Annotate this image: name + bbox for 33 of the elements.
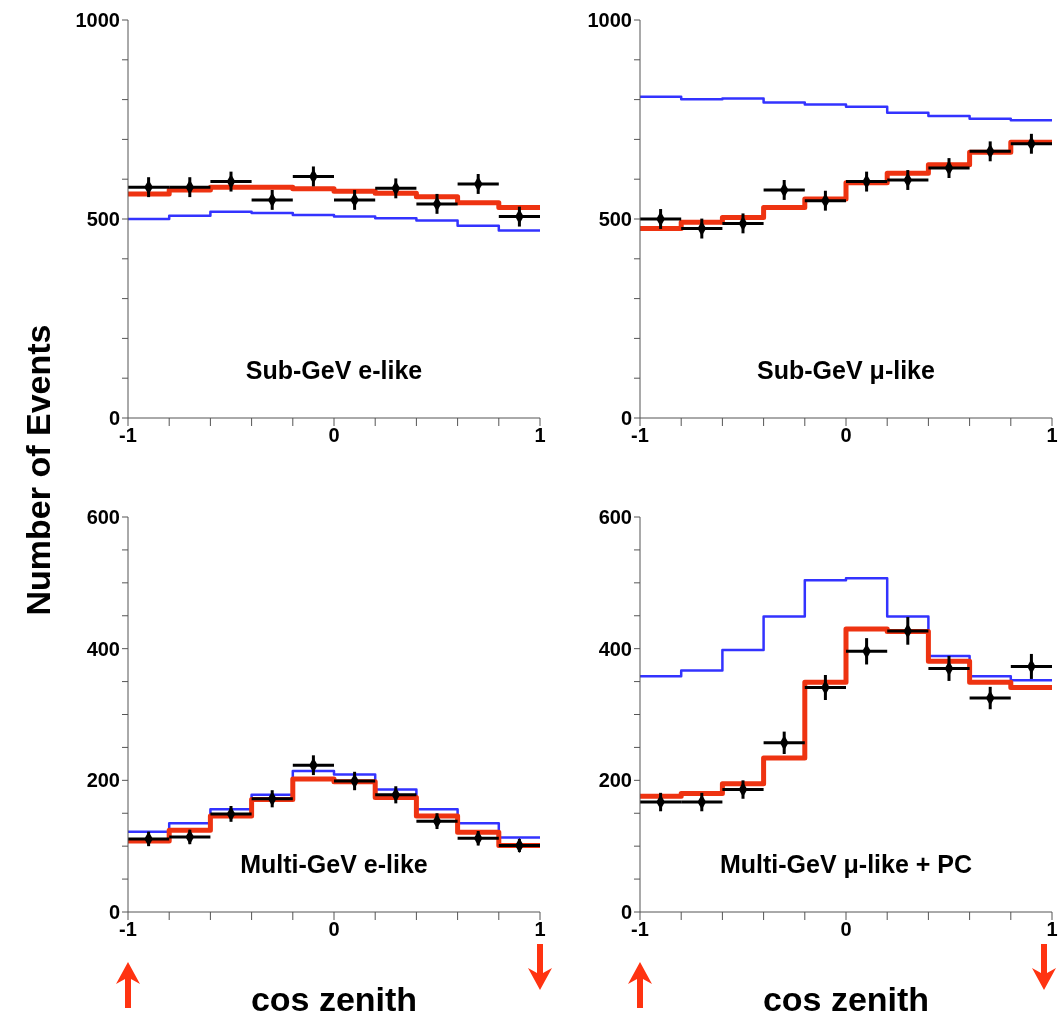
annotation: Multi-GeV e-like — [239, 850, 429, 879]
x-tick-label: -1 — [631, 918, 649, 941]
x-tick-label: 1 — [534, 918, 546, 941]
y-tick-label: 1000 — [75, 9, 120, 32]
y-axis-title: Number of Events — [18, 324, 58, 616]
x-tick-label: 1 — [534, 424, 546, 447]
x-tick-label: 0 — [840, 918, 852, 941]
y-tick-label: 0 — [108, 901, 120, 924]
x-axis-title: cos zenith — [761, 980, 931, 1019]
annotation: Sub-GeV μ-like — [756, 356, 936, 385]
y-tick-label: 0 — [620, 901, 632, 924]
x-tick-label: -1 — [119, 424, 137, 447]
x-tick-label: 1 — [1046, 918, 1058, 941]
x-tick-label: 0 — [328, 424, 340, 447]
x-tick-label: 0 — [328, 918, 340, 941]
y-tick-label: 0 — [620, 407, 632, 430]
y-tick-label: 200 — [86, 769, 120, 792]
x-axis-title: cos zenith — [249, 980, 419, 1019]
annotation: Multi-GeV μ-like + PC — [718, 850, 974, 879]
y-tick-label: 1000 — [587, 9, 632, 32]
x-tick-label: 1 — [1046, 424, 1058, 447]
y-tick-label: 400 — [86, 637, 120, 660]
y-tick-label: 200 — [598, 769, 632, 792]
x-tick-label: -1 — [119, 918, 137, 941]
annotation: Sub-GeV e-like — [244, 356, 424, 385]
x-tick-label: -1 — [631, 424, 649, 447]
y-tick-label: 600 — [86, 506, 120, 529]
x-tick-label: 0 — [840, 424, 852, 447]
y-tick-label: 500 — [86, 208, 120, 231]
y-tick-label: 400 — [598, 637, 632, 660]
y-tick-label: 0 — [108, 407, 120, 430]
y-tick-label: 500 — [598, 208, 632, 231]
y-tick-label: 600 — [598, 506, 632, 529]
